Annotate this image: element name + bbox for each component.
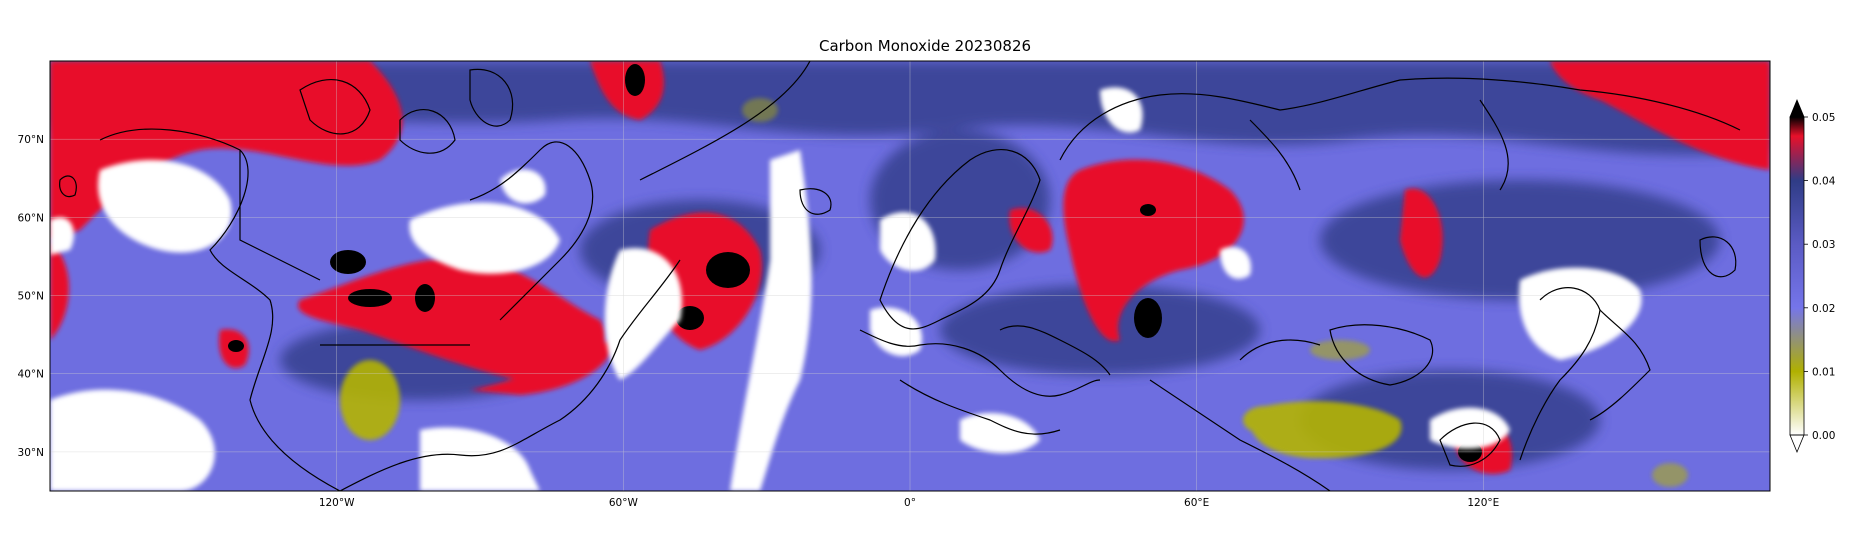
colorbar-tick-label: 0.05: [1812, 112, 1835, 124]
map-frame: [49, 60, 1771, 492]
colorbar-tick-label: 0.03: [1812, 239, 1835, 251]
graticule: [50, 61, 1770, 491]
lat-tick-label: 50°N: [18, 291, 44, 303]
coastlines: [59, 61, 1741, 491]
colorbar-ramp: [1790, 117, 1804, 435]
lon-tick-label: 120°E: [1467, 497, 1499, 509]
colorbar-extend-min: [1789, 434, 1805, 454]
colorbar-extend-max: [1789, 98, 1805, 118]
lon-tick-label: 60°E: [1184, 497, 1209, 509]
map-title: Carbon Monoxide 20230826: [818, 37, 1032, 55]
lon-tick-label: 0°: [904, 497, 916, 509]
no-data-areas: [50, 87, 1642, 491]
map-panel: [50, 61, 1770, 491]
colorbar-tick-label: 0.01: [1812, 366, 1835, 378]
lon-tick-label: 60°W: [609, 497, 639, 509]
co-field-high: [50, 61, 1770, 474]
colorbar: 0.00 0.01 0.02 0.03 0.04 0.05: [1789, 98, 1836, 454]
lat-tick-label: 40°N: [18, 369, 44, 381]
longitude-tick-labels: 120°W 60°W 0° 60°E 120°E: [319, 497, 1499, 509]
colorbar-tick-label: 0.02: [1812, 303, 1835, 315]
lat-tick-label: 60°N: [18, 212, 44, 224]
colorbar-tick-label: 0.00: [1812, 430, 1835, 442]
lat-tick-label: 70°N: [18, 134, 44, 146]
colorbar-outline: [1789, 116, 1805, 436]
latitude-tick-labels: 30°N 40°N 50°N 60°N 70°N: [18, 134, 44, 459]
lat-tick-label: 30°N: [18, 447, 44, 459]
colorbar-tick-labels: 0.00 0.01 0.02 0.03 0.04 0.05: [1804, 112, 1836, 442]
co-field-low: [340, 98, 1688, 487]
colorbar-tick-label: 0.04: [1812, 176, 1836, 188]
lon-tick-label: 120°W: [319, 497, 355, 509]
co-field-very-high: [228, 64, 1482, 462]
